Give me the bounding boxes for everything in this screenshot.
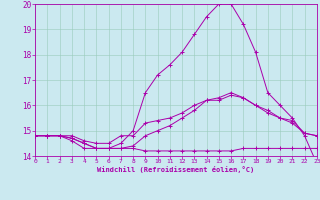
X-axis label: Windchill (Refroidissement éolien,°C): Windchill (Refroidissement éolien,°C)	[97, 166, 255, 173]
